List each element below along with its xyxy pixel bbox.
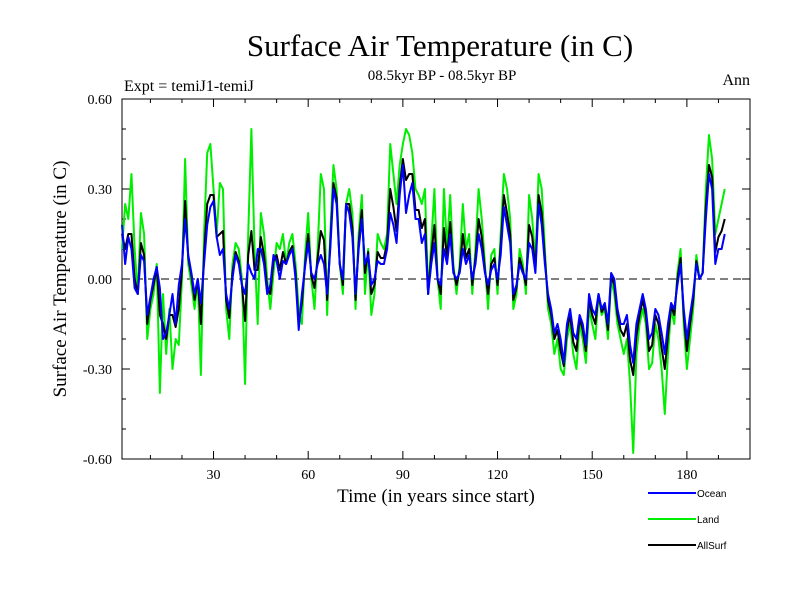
x-tick-label: 150 bbox=[582, 468, 603, 483]
y-tick-label: -0.30 bbox=[83, 363, 112, 378]
y-tick-label: 0.60 bbox=[88, 93, 113, 108]
legend: Ocean Land AllSurf bbox=[648, 489, 727, 552]
series-layer bbox=[121, 128, 726, 454]
y-tick-label: -0.60 bbox=[83, 453, 112, 468]
series-line-ocean bbox=[121, 164, 726, 364]
legend-label-land: Land bbox=[697, 515, 719, 526]
experiment-label: Expt = temiJ1-temiJ bbox=[124, 78, 254, 95]
x-tick-label: 180 bbox=[676, 468, 697, 483]
x-tick-label: 30 bbox=[207, 468, 221, 483]
chart-subtitle: 08.5kyr BP - 08.5kyr BP bbox=[368, 68, 517, 84]
axis-ticks: 30 60 90 120 150 180 -0.60 -0.30 0.00 0.30 0.60 bbox=[83, 93, 750, 483]
series-line-allsurf bbox=[121, 158, 726, 376]
y-tick-label: 0.30 bbox=[88, 183, 113, 198]
x-tick-label: 90 bbox=[396, 468, 410, 483]
series-line-land bbox=[121, 128, 726, 454]
y-tick-label: 0.00 bbox=[88, 273, 113, 288]
x-tick-label: 60 bbox=[301, 468, 315, 483]
legend-label-ocean: Ocean bbox=[697, 489, 726, 500]
plot-area: 30 60 90 120 150 180 -0.60 -0.30 0.00 0.30 0.60 bbox=[83, 93, 751, 483]
x-tick-label: 120 bbox=[487, 468, 508, 483]
season-label: Ann bbox=[722, 72, 750, 89]
x-axis-label: Time (in years since start) bbox=[337, 486, 535, 507]
y-axis-label: Surface Air Temperature (in C) bbox=[50, 161, 71, 398]
legend-label-allsurf: AllSurf bbox=[697, 541, 727, 552]
chart-title: Surface Air Temperature (in C) bbox=[247, 28, 633, 63]
